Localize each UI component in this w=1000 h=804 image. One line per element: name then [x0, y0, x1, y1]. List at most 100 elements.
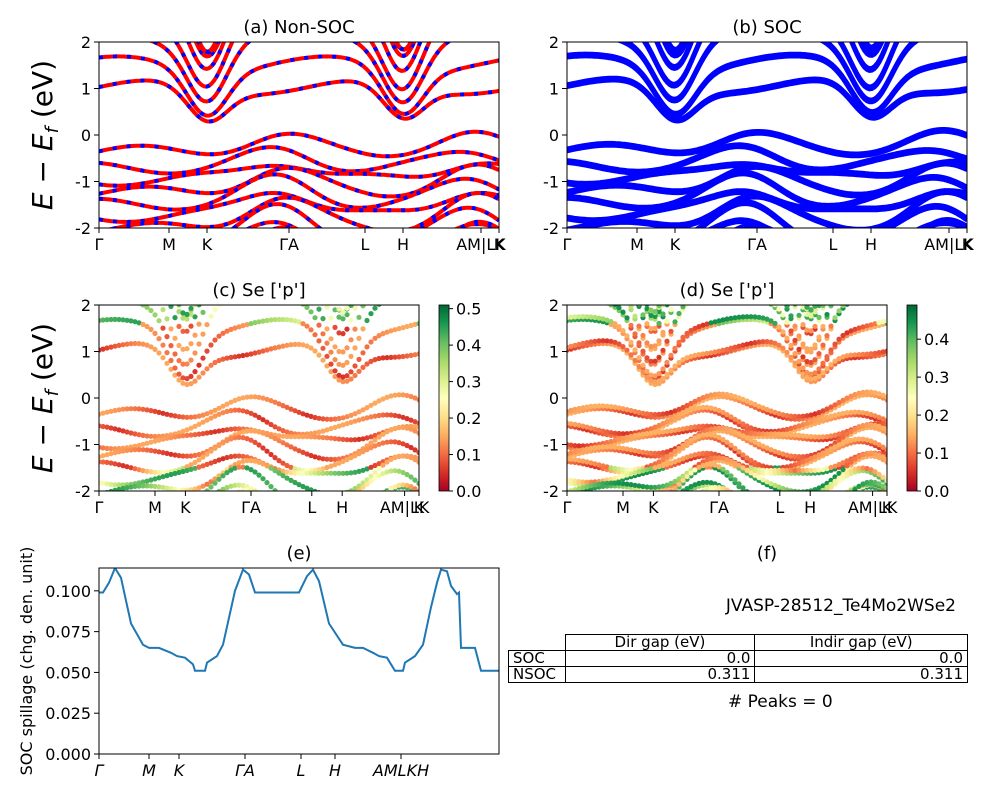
projection-point [756, 509, 761, 514]
projection-point [772, 431, 778, 437]
projection-point [184, 316, 190, 322]
projection-point [184, 328, 190, 334]
projection-point [404, 425, 410, 431]
projection-point [588, 497, 593, 502]
projection-point [688, 234, 693, 239]
projection-point [300, 321, 306, 327]
projection-point [780, 246, 785, 251]
projection-point [356, 276, 361, 281]
projection-point [628, 253, 633, 258]
projection-point [764, 339, 770, 345]
projection-point [660, 305, 666, 308]
projection-point [396, 354, 402, 360]
projection-point [196, 283, 201, 288]
projection-point [664, 495, 669, 500]
projection-point [612, 188, 617, 193]
projection-point [872, 269, 877, 274]
projection-point [720, 455, 726, 461]
projection-point [868, 450, 874, 456]
projection-point [192, 459, 198, 465]
projection-point [820, 279, 825, 284]
projection-point [572, 478, 578, 484]
projection-point [864, 266, 869, 271]
projection-point [376, 493, 381, 498]
projection-point [640, 298, 645, 303]
projection-point [772, 263, 777, 268]
projection-point [860, 465, 866, 471]
projection-point [696, 491, 701, 496]
projection-point [240, 453, 246, 459]
band-line [567, 51, 967, 115]
projection-point [304, 234, 309, 239]
projection-point [348, 470, 354, 476]
projection-point [652, 430, 658, 436]
projection-point [252, 254, 257, 259]
projection-point [836, 213, 841, 218]
projection-point [620, 431, 626, 437]
projection-point [688, 407, 694, 413]
band-line [567, 188, 967, 228]
projection-point [788, 523, 793, 528]
projection-point [568, 450, 574, 456]
projection-point [856, 295, 861, 300]
projection-point [840, 440, 846, 446]
projection-point [828, 280, 833, 285]
projection-point [812, 323, 818, 329]
projection-point [124, 521, 129, 526]
projection-point [360, 305, 366, 309]
projection-point [828, 263, 833, 268]
projection-point [244, 454, 250, 460]
projection-point [172, 315, 178, 321]
projection-point [196, 451, 202, 458]
projection-point [876, 270, 881, 275]
projection-point [132, 299, 137, 304]
projection-point [364, 344, 370, 350]
projection-point [712, 319, 718, 325]
projection-point [216, 405, 222, 411]
projection-point [708, 270, 713, 275]
projection-point [388, 213, 393, 218]
projection-point [304, 343, 310, 349]
projection-point [788, 503, 793, 508]
projection-point [308, 238, 313, 243]
projection-point [200, 419, 206, 425]
projection-point [600, 521, 605, 526]
projection-point [864, 410, 870, 416]
projection-point [880, 444, 886, 450]
projection-point [212, 407, 218, 413]
projection-point [192, 498, 197, 503]
projection-point [648, 466, 654, 472]
projection-point [344, 305, 350, 311]
projection-point [404, 453, 410, 460]
projection-point [408, 455, 414, 461]
projection-point [588, 460, 594, 466]
projection-point [824, 448, 830, 454]
projection-point [112, 487, 118, 491]
projection-point [332, 456, 338, 462]
projection-point [824, 293, 829, 298]
projection-point [280, 506, 285, 511]
projection-point [792, 432, 798, 438]
projection-point [232, 232, 237, 237]
projection-point [116, 482, 122, 488]
projection-point [724, 456, 730, 463]
projection-point [620, 328, 626, 334]
projection-point [100, 480, 106, 486]
projection-point [356, 293, 361, 298]
projection-point [872, 230, 877, 235]
projection-point [628, 278, 633, 283]
projection-point [348, 353, 354, 359]
projection-point [116, 258, 121, 263]
projection-point [380, 440, 386, 446]
projection-point [604, 403, 610, 409]
projection-point [356, 436, 362, 442]
projection-point [588, 425, 594, 431]
projection-point [756, 506, 761, 511]
projection-point [292, 259, 297, 264]
projection-point [684, 235, 689, 240]
projection-point [640, 312, 646, 318]
y-tick-label: 0.025 [45, 704, 91, 723]
projection-point [348, 294, 353, 299]
projection-point [336, 361, 342, 367]
projection-point [200, 355, 206, 361]
